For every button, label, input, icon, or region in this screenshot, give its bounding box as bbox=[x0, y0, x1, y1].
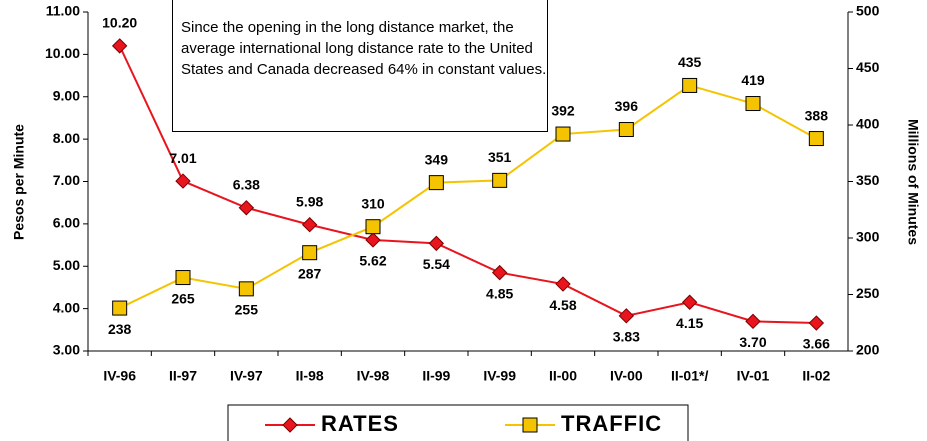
y-tick-label: 4.00 bbox=[53, 299, 80, 315]
data-label: 10.20 bbox=[102, 15, 137, 31]
point bbox=[302, 245, 318, 261]
data-label: 435 bbox=[678, 54, 702, 70]
y2-axis-title: Millions of Minutes bbox=[905, 119, 921, 245]
point bbox=[682, 77, 698, 93]
data-label: 419 bbox=[741, 72, 765, 88]
y2-tick-label: 350 bbox=[856, 172, 880, 188]
y2-tick-label: 250 bbox=[856, 285, 880, 301]
data-label: 396 bbox=[615, 98, 639, 114]
data-label: 392 bbox=[551, 103, 575, 119]
point bbox=[745, 313, 761, 330]
legend-marker bbox=[282, 417, 298, 433]
point bbox=[238, 200, 255, 216]
y-tick-label: 3.00 bbox=[53, 342, 80, 358]
point bbox=[555, 276, 571, 292]
y2-tick-label: 200 bbox=[856, 342, 880, 358]
y-axis-title: Pesos per Minute bbox=[11, 124, 27, 240]
x-tick-label: II-00 bbox=[549, 368, 577, 384]
legend-label: TRAFFIC bbox=[561, 411, 662, 436]
data-label: 238 bbox=[108, 321, 132, 337]
data-label: 255 bbox=[235, 302, 259, 318]
y-tick-label: 10.00 bbox=[45, 45, 80, 61]
data-label: 5.98 bbox=[296, 193, 323, 209]
x-tick-label: II-99 bbox=[422, 368, 450, 384]
y-tick-label: 6.00 bbox=[53, 215, 80, 231]
data-label: 3.83 bbox=[613, 329, 640, 345]
point bbox=[428, 175, 444, 191]
data-label: 6.38 bbox=[233, 176, 260, 192]
point bbox=[618, 122, 634, 138]
y-tick-label: 9.00 bbox=[53, 87, 80, 103]
data-label: 287 bbox=[298, 265, 322, 281]
data-label: 7.01 bbox=[169, 150, 196, 166]
x-tick-label: II-97 bbox=[169, 368, 197, 384]
annotation: Since the opening in the long distance m… bbox=[172, 0, 548, 132]
y-tick-label: 5.00 bbox=[53, 257, 80, 273]
y2-tick-label: 300 bbox=[856, 229, 880, 245]
data-label: 4.15 bbox=[676, 315, 703, 331]
data-label: 351 bbox=[488, 149, 512, 165]
point bbox=[808, 131, 824, 147]
point bbox=[808, 315, 825, 331]
point bbox=[618, 308, 635, 324]
legend-marker bbox=[522, 417, 538, 433]
x-tick-label: IV-98 bbox=[357, 368, 390, 384]
legend-box bbox=[227, 404, 689, 441]
point bbox=[491, 264, 508, 281]
point bbox=[492, 172, 508, 188]
y2-tick-label: 500 bbox=[856, 3, 880, 19]
x-tick-label: IV-99 bbox=[483, 368, 516, 384]
x-tick-label: II-98 bbox=[296, 368, 324, 384]
legend-label: RATES bbox=[321, 411, 399, 436]
y-tick-label: 8.00 bbox=[53, 130, 80, 146]
data-label: 388 bbox=[805, 107, 829, 123]
data-label: 3.66 bbox=[803, 336, 830, 352]
point bbox=[365, 232, 381, 248]
y-tick-label: 7.00 bbox=[53, 172, 80, 188]
data-label: 4.85 bbox=[486, 285, 513, 301]
x-tick-label: II-02 bbox=[802, 368, 830, 384]
point bbox=[112, 300, 128, 316]
point bbox=[745, 96, 761, 112]
point bbox=[175, 173, 191, 189]
x-tick-label: IV-01 bbox=[737, 368, 770, 384]
y2-tick-label: 400 bbox=[856, 116, 880, 132]
x-tick-label: II-01*/ bbox=[671, 368, 708, 384]
point bbox=[111, 38, 128, 54]
data-label: 310 bbox=[361, 195, 385, 211]
series-line bbox=[119, 84, 817, 309]
data-label: 5.62 bbox=[359, 253, 386, 269]
data-label: 4.58 bbox=[549, 297, 576, 313]
data-label: 349 bbox=[425, 151, 449, 167]
point bbox=[238, 281, 254, 297]
data-label: 3.70 bbox=[739, 334, 766, 350]
point bbox=[681, 294, 698, 310]
point bbox=[428, 235, 445, 252]
data-label: 5.54 bbox=[423, 256, 450, 272]
point bbox=[365, 219, 381, 235]
x-tick-label: IV-97 bbox=[230, 368, 263, 384]
data-label: 265 bbox=[171, 290, 195, 306]
x-tick-label: IV-96 bbox=[103, 368, 136, 384]
point bbox=[555, 126, 571, 142]
point bbox=[175, 270, 191, 286]
y2-tick-label: 450 bbox=[856, 59, 880, 75]
point bbox=[301, 217, 318, 233]
x-tick-label: IV-00 bbox=[610, 368, 643, 384]
series-line bbox=[118, 45, 817, 325]
y-tick-label: 11.00 bbox=[46, 3, 80, 19]
